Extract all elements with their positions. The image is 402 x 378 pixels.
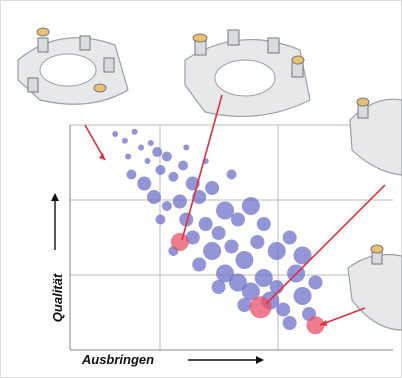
point xyxy=(137,177,151,191)
point xyxy=(216,202,234,220)
point xyxy=(162,201,172,211)
point xyxy=(173,195,187,209)
point xyxy=(183,145,189,151)
point xyxy=(255,269,273,287)
point xyxy=(294,287,312,305)
point xyxy=(125,154,131,160)
point xyxy=(168,172,178,182)
point xyxy=(212,280,226,294)
point xyxy=(126,170,136,180)
point xyxy=(132,129,138,135)
point xyxy=(148,140,154,146)
x-axis-label: Ausbringen xyxy=(81,352,154,367)
point xyxy=(237,298,251,312)
y-axis-label: Qualität xyxy=(50,273,65,322)
point xyxy=(212,226,226,240)
point xyxy=(171,233,189,251)
point xyxy=(235,251,253,269)
point xyxy=(283,316,297,330)
point xyxy=(276,303,290,317)
point xyxy=(283,231,297,245)
point xyxy=(112,131,118,137)
point xyxy=(138,145,144,151)
point xyxy=(242,197,260,215)
point xyxy=(268,242,286,260)
point xyxy=(162,152,172,162)
chart: Ausbringen Qualität xyxy=(0,0,402,378)
point xyxy=(225,240,239,254)
point xyxy=(231,213,245,227)
point xyxy=(145,158,151,164)
point xyxy=(250,235,264,249)
point xyxy=(152,147,162,157)
point xyxy=(199,217,213,231)
point xyxy=(155,165,165,175)
point xyxy=(205,181,219,195)
point xyxy=(122,138,128,144)
point xyxy=(192,258,206,272)
point xyxy=(203,242,221,260)
point xyxy=(227,170,237,180)
point xyxy=(178,161,188,171)
point xyxy=(250,296,272,318)
point xyxy=(155,215,165,225)
point xyxy=(257,217,271,231)
point xyxy=(147,190,161,204)
point xyxy=(308,276,322,290)
